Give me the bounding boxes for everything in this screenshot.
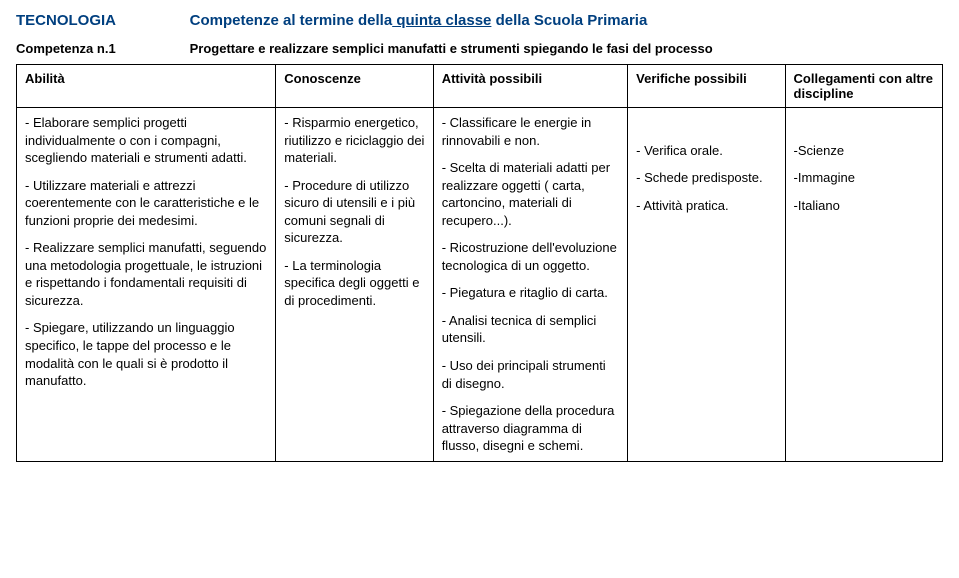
conoscenze-item: - Risparmio energetico, riutilizzo e ric…: [284, 114, 424, 167]
verifiche-item: - Schede predisposte.: [636, 169, 776, 187]
col-attivita: Attività possibili: [433, 65, 627, 108]
conoscenze-item: - Procedure di utilizzo sicuro di utensi…: [284, 177, 424, 247]
title-prefix: Competenze al termine della: [190, 12, 393, 29]
verifiche-item: - Verifica orale.: [636, 142, 776, 160]
collegamenti-item: -Scienze: [794, 142, 934, 160]
cell-verifiche: - Verifica orale. - Schede predisposte. …: [628, 108, 785, 462]
conoscenze-item: - La terminologia specifica degli oggett…: [284, 257, 424, 310]
curriculum-table: Abilità Conoscenze Attività possibili Ve…: [16, 64, 943, 462]
competence-description: Progettare e realizzare semplici manufat…: [190, 41, 713, 56]
subject-label: TECNOLOGIA: [16, 12, 186, 29]
abilita-item: - Utilizzare materiali e attrezzi coeren…: [25, 177, 267, 230]
cell-attivita: - Classificare le energie in rinnovabili…: [433, 108, 627, 462]
attivita-item: - Ricostruzione dell'evoluzione tecnolog…: [442, 239, 619, 274]
abilita-item: - Spiegare, utilizzando un linguaggio sp…: [25, 319, 267, 389]
cell-collegamenti: -Scienze -Immagine -Italiano: [785, 108, 942, 462]
attivita-item: - Uso dei principali strumenti di disegn…: [442, 357, 619, 392]
abilita-item: - Realizzare semplici manufatti, seguend…: [25, 239, 267, 309]
cell-abilita: - Elaborare semplici progetti individual…: [17, 108, 276, 462]
title-underlined: quinta classe: [392, 12, 491, 29]
attivita-item: - Spiegazione della procedura attraverso…: [442, 402, 619, 455]
competence-label: Competenza n.1: [16, 41, 186, 56]
attivita-item: - Scelta di materiali adatti per realizz…: [442, 159, 619, 229]
attivita-item: - Analisi tecnica di semplici utensili.: [442, 312, 619, 347]
col-verifiche: Verifiche possibili: [628, 65, 785, 108]
page-header: TECNOLOGIA Competenze al termine della q…: [16, 12, 943, 29]
table-row: - Elaborare semplici progetti individual…: [17, 108, 943, 462]
title-suffix: della Scuola Primaria: [491, 12, 647, 29]
collegamenti-item: -Italiano: [794, 197, 934, 215]
cell-conoscenze: - Risparmio energetico, riutilizzo e ric…: [276, 108, 433, 462]
competence-line: Competenza n.1 Progettare e realizzare s…: [16, 41, 943, 56]
attivita-item: - Piegatura e ritaglio di carta.: [442, 284, 619, 302]
col-collegamenti: Collegamenti con altre discipline: [785, 65, 942, 108]
verifiche-item: - Attività pratica.: [636, 197, 776, 215]
abilita-item: - Elaborare semplici progetti individual…: [25, 114, 267, 167]
table-header-row: Abilità Conoscenze Attività possibili Ve…: [17, 65, 943, 108]
collegamenti-item: -Immagine: [794, 169, 934, 187]
page-title: Competenze al termine della quinta class…: [190, 12, 648, 29]
attivita-item: - Classificare le energie in rinnovabili…: [442, 114, 619, 149]
col-abilita: Abilità: [17, 65, 276, 108]
col-conoscenze: Conoscenze: [276, 65, 433, 108]
